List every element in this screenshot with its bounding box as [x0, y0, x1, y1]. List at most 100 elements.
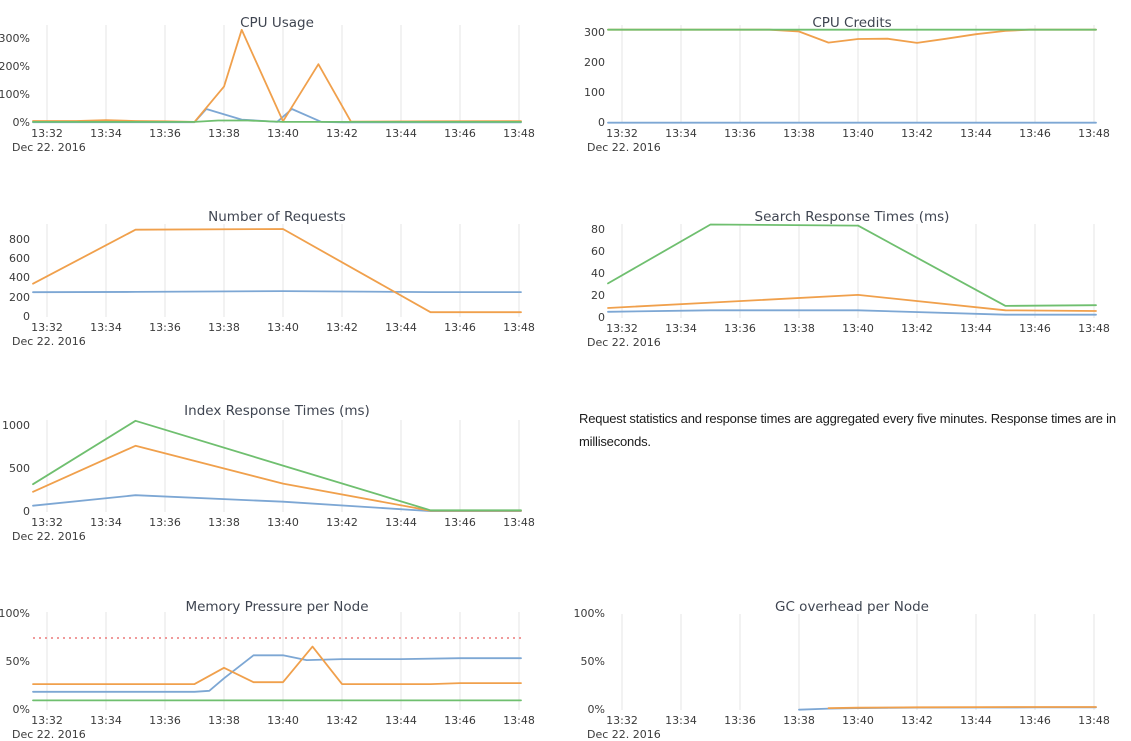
y-tick-label: 0	[598, 311, 605, 324]
y-tick-label: 200	[584, 56, 605, 69]
x-tick-label: 13:40	[842, 322, 874, 335]
x-tick-label: 13:42	[326, 321, 358, 334]
orange-series	[32, 645, 522, 685]
chart-title: CPU Credits	[812, 15, 892, 32]
x-tick-label: 13:46	[1019, 127, 1051, 140]
x-tick-label: 13:38	[208, 714, 240, 727]
x-tick-label: 13:48	[1078, 127, 1110, 140]
chart-cpu-credits: CPU Credits 0 100 200 300 13:32 13:34 13:36 13:…	[0, 0, 1131, 164]
x-tick-label: 13:44	[385, 127, 417, 140]
chart-search-response-times: Search Response Times (ms) 0 20 40 60 80 13:3…	[0, 194, 1131, 358]
y-tick-label: 100%	[573, 607, 605, 620]
chart-title: CPU Usage	[240, 15, 314, 32]
green-series	[32, 419, 522, 512]
x-tick-label: 13:42	[901, 714, 933, 727]
x-tick-label: 13:38	[783, 322, 815, 335]
y-tick-label: 50%	[580, 655, 605, 668]
y-tick-label: 60	[591, 245, 605, 258]
x-tick-label: 13:40	[842, 127, 874, 140]
y-tick-label: 600	[9, 252, 30, 266]
green-series	[32, 119, 522, 123]
chart-gc-overhead: GC overhead per Node 0% 50% 100% 13:32 13:34…	[0, 584, 1131, 741]
x-tick-label: 13:42	[326, 714, 358, 727]
x-tick-label: 13:48	[503, 714, 535, 727]
y-tick-label: 200	[9, 290, 30, 304]
y-tick-label: 0%	[12, 703, 30, 716]
x-tick-label: 13:44	[385, 714, 417, 727]
x-tick-label: 13:34	[90, 516, 122, 529]
x-tick-label: 13:46	[1019, 322, 1051, 335]
chart-index-response-times: Index Response Times (ms) 0 500 1000 13:32 1…	[0, 388, 1131, 554]
y-tick-label: 80	[591, 223, 605, 236]
x-tick-label: 13:44	[960, 714, 992, 727]
x-tick-label: 13:36	[149, 714, 181, 727]
chart-title: Number of Requests	[208, 209, 346, 226]
x-tick-label: 13:36	[149, 516, 181, 529]
y-tick-label: 100	[584, 86, 605, 99]
x-tick-label: 13:34	[90, 714, 122, 727]
x-tick-label: 13:36	[724, 714, 756, 727]
x-tick-label: 13:48	[503, 516, 535, 529]
x-tick-label: 13:32	[31, 127, 63, 140]
date-label: Dec 22. 2016	[587, 336, 661, 349]
y-tick-label: 300	[584, 26, 605, 39]
x-tick-label: 13:40	[267, 714, 299, 727]
x-tick-label: 13:48	[503, 321, 535, 334]
green-series	[607, 223, 1097, 307]
date-label: Dec 22. 2016	[587, 728, 661, 741]
date-label: Dec 22. 2016	[12, 335, 86, 348]
y-tick-label: 1000	[2, 419, 30, 432]
x-tick-label: 13:38	[208, 516, 240, 529]
cpu-usage-plot	[32, 25, 522, 124]
x-tick-label: 13:36	[149, 127, 181, 140]
y-tick-label: 0%	[12, 116, 30, 129]
x-tick-label: 13:44	[960, 127, 992, 140]
x-tick-label: 13:46	[444, 127, 476, 140]
memory-pressure-plot	[32, 612, 522, 710]
x-tick-label: 13:32	[606, 322, 638, 335]
x-tick-label: 13:42	[901, 127, 933, 140]
y-tick-label: 100%	[0, 88, 30, 101]
date-label: Dec 22. 2016	[12, 141, 86, 154]
x-tick-label: 13:44	[385, 516, 417, 529]
x-tick-label: 13:32	[31, 321, 63, 334]
x-tick-label: 13:34	[665, 127, 697, 140]
x-tick-label: 13:42	[326, 516, 358, 529]
y-tick-label: 0%	[587, 703, 605, 716]
x-tick-label: 13:34	[665, 322, 697, 335]
y-tick-label: 100%	[0, 607, 30, 620]
chart-cpu-usage: CPU Usage 0% 100% 200% 300% 13:32 13:34 13:36 1…	[0, 0, 1131, 164]
y-tick-label: 800	[9, 232, 30, 246]
date-label: Dec 22. 2016	[12, 530, 86, 543]
x-tick-label: 13:32	[606, 714, 638, 727]
x-tick-label: 13:42	[901, 322, 933, 335]
y-tick-label: 200%	[0, 60, 30, 73]
x-tick-label: 13:36	[149, 321, 181, 334]
date-label: Dec 22. 2016	[587, 141, 661, 154]
orange-series	[827, 706, 1097, 709]
orange-series	[607, 294, 1097, 312]
x-tick-label: 13:46	[444, 714, 476, 727]
x-tick-label: 13:44	[960, 322, 992, 335]
x-tick-label: 13:36	[724, 322, 756, 335]
y-tick-label: 50%	[5, 655, 30, 668]
chart-title: Memory Pressure per Node	[185, 599, 369, 616]
x-tick-label: 13:40	[267, 321, 299, 334]
blue-series	[607, 309, 1097, 316]
y-tick-label: 40	[591, 267, 605, 280]
x-tick-label: 13:38	[783, 127, 815, 140]
number-of-requests-plot	[32, 224, 522, 317]
chart-number-of-requests: Number of Requests 0 200 400 600 800 13:32 13:…	[0, 194, 1131, 358]
x-tick-label: 13:38	[208, 321, 240, 334]
chart-title: GC overhead per Node	[775, 599, 929, 616]
x-tick-label: 13:48	[1078, 322, 1110, 335]
x-tick-label: 13:32	[31, 516, 63, 529]
index-response-times-plot	[32, 419, 522, 512]
search-response-times-plot	[607, 223, 1097, 318]
date-label: Dec 22. 2016	[12, 728, 86, 741]
x-tick-label: 13:36	[724, 127, 756, 140]
x-tick-label: 13:42	[326, 127, 358, 140]
chart-title: Index Response Times (ms)	[184, 403, 370, 420]
y-tick-label: 0	[23, 310, 30, 323]
